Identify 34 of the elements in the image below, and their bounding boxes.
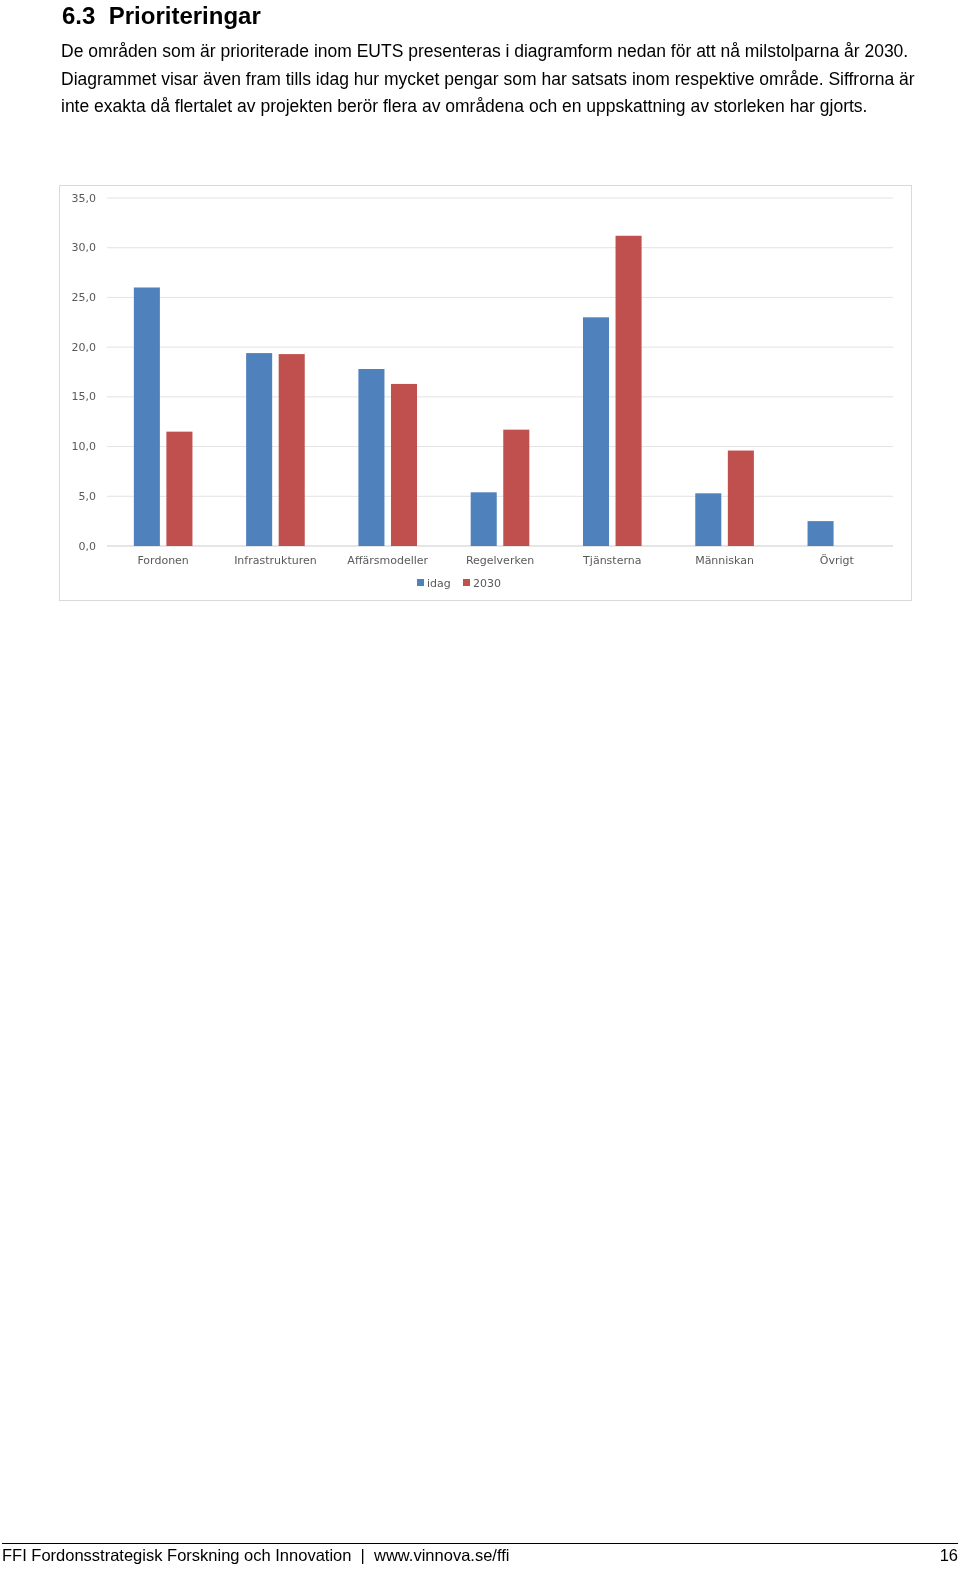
y-tick-label: 30,0: [71, 241, 96, 255]
bar: [695, 493, 722, 546]
bar: [133, 287, 160, 546]
y-tick-label: 15,0: [71, 390, 96, 404]
y-tick-label: 20,0: [71, 340, 96, 354]
legend-label: 2030: [473, 576, 501, 590]
x-tick-label: Regelverken: [465, 554, 535, 567]
bar: [246, 353, 273, 546]
x-tick-label: Infrastrukturen: [234, 554, 317, 567]
y-tick-label: 25,0: [71, 290, 96, 304]
bar: [807, 521, 834, 546]
y-tick-label: 10,0: [71, 440, 96, 454]
y-tick-label: 5,0: [78, 489, 96, 503]
x-tick-label: Fordonen: [137, 554, 189, 567]
x-tick-label: Övrigt: [819, 554, 855, 567]
x-tick-label: Tjänsterna: [582, 554, 642, 567]
text: 16: [939, 1546, 958, 1565]
x-tick-label: Affärsmodeller: [347, 554, 429, 567]
bar: [727, 450, 754, 546]
y-tick-label: 0,0: [78, 539, 96, 553]
chart-title: 6.3 Prioriteringar: [62, 2, 261, 30]
bar: [390, 383, 418, 546]
chart-subtitle: De områden som är prioriterade inom EUTS presenteras i diagramform nedan för att nå milstolparna år 2030. Diagrammet visar även fram tills idag hur mycket pengar som har satsats inom respektive område. Siffrorna är inte exakta då flertalet av projekten berör flera av områdena och en uppskattning av storleken har gjorts.: [61, 40, 916, 118]
y-tick-label: 35,0: [71, 191, 96, 205]
x-tick-label: Människan: [695, 554, 755, 567]
bar: [278, 354, 305, 546]
bar: [358, 369, 385, 546]
bar: [470, 492, 497, 546]
bar: [582, 317, 610, 546]
bar: [615, 235, 642, 546]
legend-label: idag: [427, 576, 451, 590]
text: FFI Fordonsstrategisk Forskning och Innovation | www.vinnova.se/ffi: [2, 1546, 510, 1565]
bar: [166, 431, 193, 546]
bar: [503, 429, 530, 546]
